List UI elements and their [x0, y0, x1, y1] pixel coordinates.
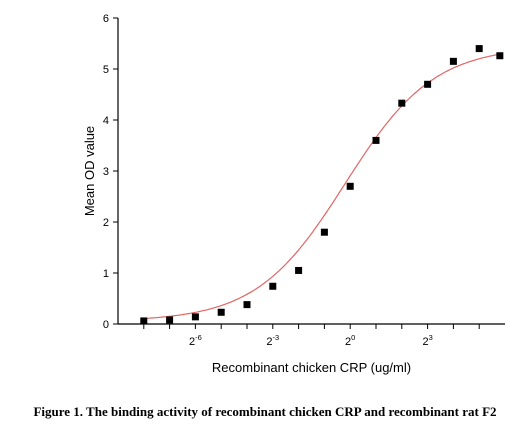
x-tick-label: 2-3	[266, 333, 279, 348]
axis-labels: Recombinant chicken CRP (ug/ml) Mean OD v…	[82, 126, 411, 375]
data-point	[217, 308, 225, 316]
figure-caption: Figure 1. The binding activity of recomb…	[33, 404, 497, 419]
x-tick-label: 2-6	[189, 333, 202, 348]
data-point	[398, 99, 406, 107]
x-axis-title: Recombinant chicken CRP (ug/ml)	[212, 360, 411, 375]
data-point	[191, 313, 199, 321]
data-point	[424, 80, 432, 88]
y-tick-label: 0	[103, 319, 109, 331]
data-point	[166, 316, 174, 324]
data-point	[475, 45, 483, 53]
data-point	[346, 182, 354, 190]
y-tick-label: 2	[103, 217, 109, 229]
data-points	[140, 45, 504, 325]
data-point	[269, 282, 277, 290]
x-tick-label: 23	[422, 333, 432, 348]
y-tick-label: 5	[103, 64, 109, 76]
data-point	[496, 52, 504, 60]
data-point	[243, 301, 251, 309]
data-point	[320, 228, 328, 236]
data-point	[295, 266, 303, 274]
fit-curve-line	[143, 53, 503, 320]
data-point	[372, 136, 380, 144]
fit-curve	[143, 53, 503, 320]
y-tick-label: 4	[103, 115, 109, 127]
y-tick-label: 6	[103, 13, 109, 25]
data-point	[140, 317, 148, 325]
y-axis-title: Mean OD value	[82, 126, 97, 216]
y-tick-label: 1	[103, 268, 109, 280]
data-point	[449, 57, 457, 65]
y-tick-label: 3	[103, 166, 109, 178]
x-tick-label: 20	[345, 333, 355, 348]
